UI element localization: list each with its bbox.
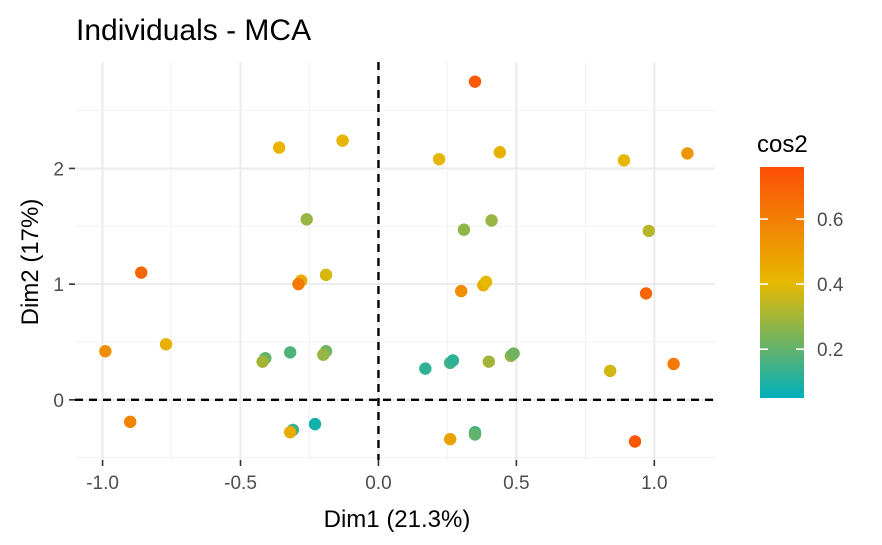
data-point	[99, 345, 112, 358]
data-point	[681, 147, 694, 160]
data-point	[256, 355, 269, 368]
chart-title: Individuals - MCA	[76, 14, 311, 47]
data-point	[457, 223, 471, 236]
data-point	[123, 415, 137, 429]
legend-ticks: 0.2 0.4 0.6	[760, 210, 844, 361]
data-point	[493, 146, 507, 159]
data-point	[667, 357, 680, 371]
data-point	[432, 152, 446, 166]
data-point	[419, 362, 432, 375]
x-tick-label: -0.5	[224, 473, 257, 494]
data-point	[283, 426, 297, 439]
data-point	[642, 224, 655, 238]
data-point	[507, 347, 520, 360]
y-tick-label: 0	[53, 391, 64, 412]
x-tick-label: -1.0	[86, 473, 119, 494]
data-point	[468, 75, 482, 88]
data-point	[479, 275, 493, 289]
y-tick-label: 2	[53, 159, 64, 180]
data-point	[603, 364, 617, 378]
legend-colorbar	[760, 167, 804, 398]
data-point	[639, 287, 653, 300]
data-point	[485, 214, 498, 227]
y-axis-ticks: 0 1 2	[53, 159, 75, 412]
data-point	[317, 348, 330, 361]
data-point	[159, 338, 173, 351]
minor-gridlines	[75, 62, 715, 460]
data-point	[135, 266, 148, 279]
data-point	[455, 284, 468, 298]
data-point	[468, 428, 482, 441]
color-legend: cos2 0.2 0.4 0.6	[757, 131, 844, 398]
data-point	[443, 432, 457, 446]
data-point	[336, 134, 349, 147]
legend-tick-label: 0.6	[817, 210, 843, 231]
data-point	[300, 213, 313, 226]
x-tick-label: 1.0	[641, 473, 667, 494]
data-point	[446, 354, 460, 367]
data-point	[628, 435, 642, 448]
legend-title: cos2	[757, 131, 808, 158]
reference-lines	[75, 62, 715, 460]
data-point	[308, 417, 322, 431]
y-axis-title: Dim2 (17%)	[17, 199, 44, 326]
data-point	[319, 268, 333, 282]
x-tick-label: 0.5	[503, 473, 529, 494]
data-point	[482, 355, 495, 368]
x-axis-title: Dim1 (21.3%)	[324, 506, 471, 533]
data-point	[283, 346, 297, 359]
data-points	[99, 75, 694, 448]
legend-tick-label: 0.4	[817, 275, 844, 296]
data-point	[617, 154, 631, 167]
x-axis-ticks: -1.0 -0.5 0.0 0.5 1.0	[86, 460, 668, 494]
data-point	[272, 141, 286, 154]
data-point	[292, 277, 305, 291]
x-tick-label: 0.0	[365, 473, 391, 494]
legend-tick-label: 0.2	[817, 340, 843, 361]
y-tick-label: 1	[53, 275, 64, 296]
